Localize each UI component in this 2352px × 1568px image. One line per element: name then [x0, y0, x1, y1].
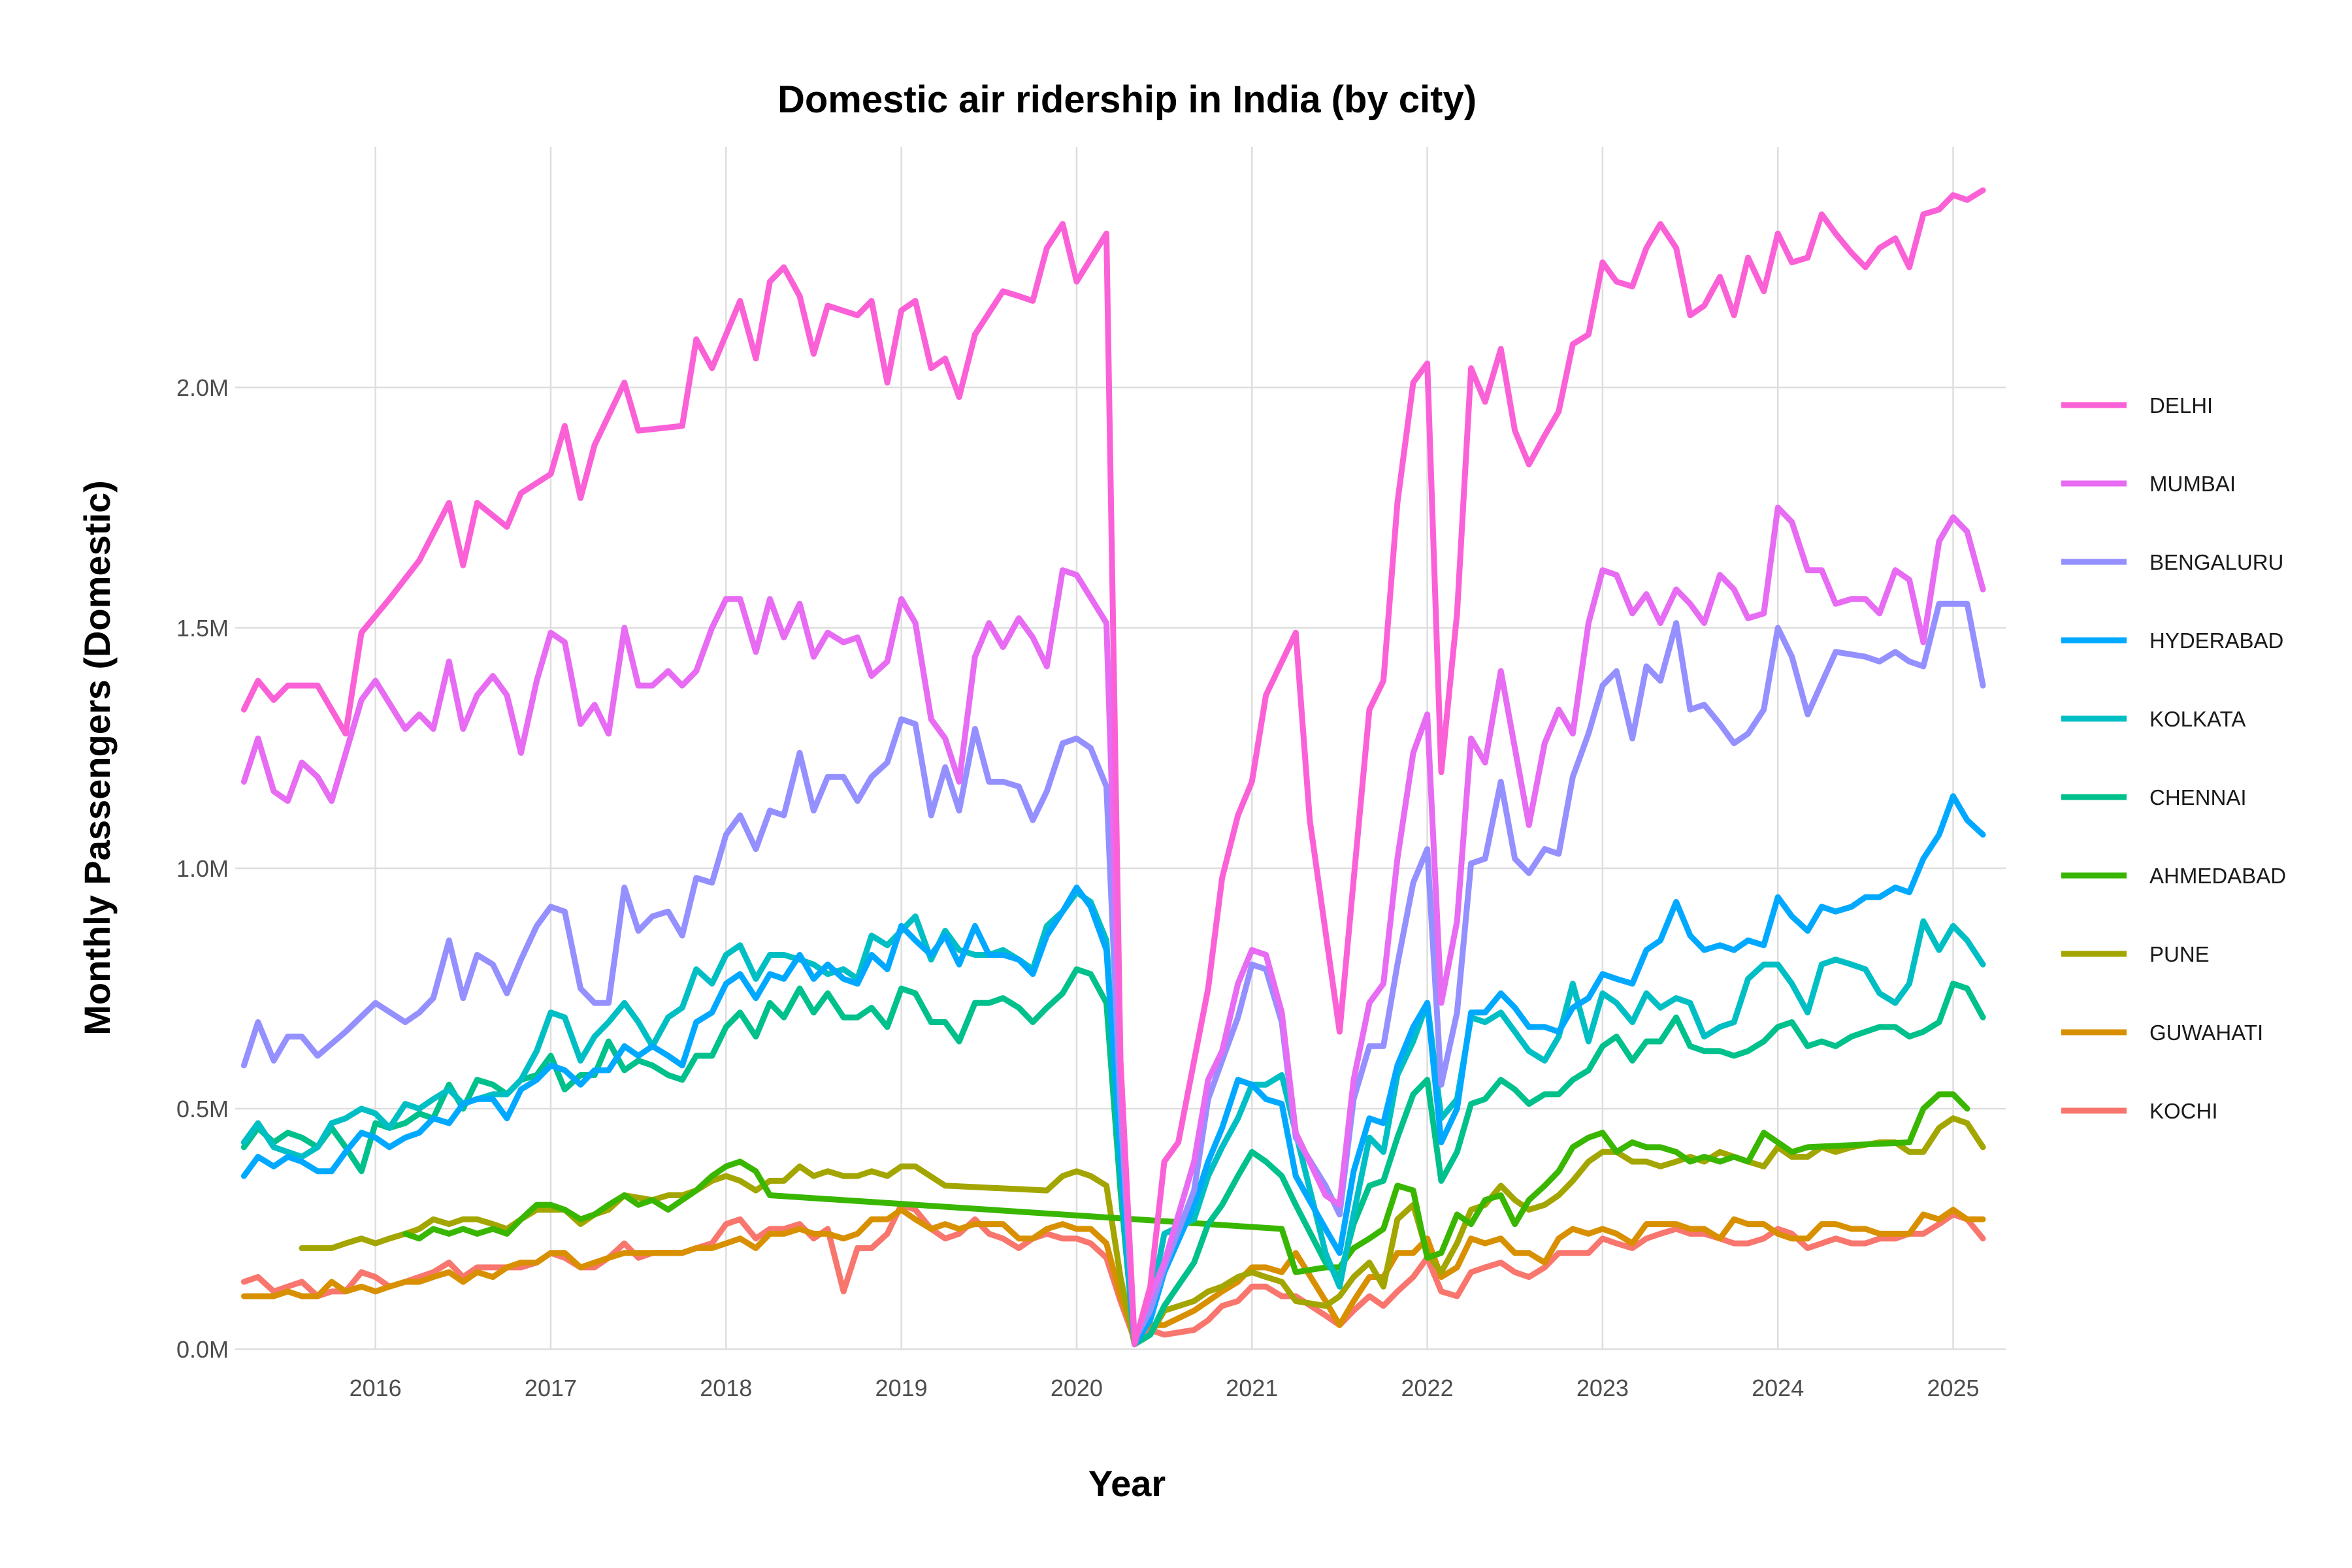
legend-label-delhi: DELHI: [2149, 393, 2213, 417]
y-axis-ticks: 0.0M 0.5M 1.0M 1.5M 2.0M: [176, 374, 229, 1363]
legend-label-hyderabad: HYDERABAD: [2149, 629, 2283, 653]
x-tick-label: 2019: [875, 1375, 928, 1401]
y-tick-label: 0.5M: [176, 1096, 229, 1122]
y-axis-title: Monthly Passengers (Domestic): [76, 480, 118, 1036]
x-axis-ticks: 2016 2017 2018 2019 2020 2021 2022 2023 2024 2025: [350, 1375, 1980, 1401]
legend-label-kolkata: KOLKATA: [2149, 707, 2246, 731]
x-axis-title: Year: [1088, 1463, 1166, 1504]
legend-label-kochi: KOCHI: [2149, 1099, 2218, 1123]
series-line-hyderabad: [240, 793, 1986, 1348]
x-tick-label: 2025: [1927, 1375, 1979, 1401]
legend-label-chennai: CHENNAI: [2149, 785, 2247, 809]
legend-label-pune: PUNE: [2149, 942, 2210, 966]
x-tick-label: 2017: [525, 1375, 577, 1401]
series-line-delhi: [240, 187, 1986, 1348]
x-tick-label: 2016: [350, 1375, 402, 1401]
x-tick-label: 2022: [1401, 1375, 1454, 1401]
x-tick-label: 2021: [1226, 1375, 1278, 1401]
series-line-guwahati: [240, 1207, 1986, 1338]
series-line-bengaluru: [240, 600, 1986, 1343]
y-tick-label: 1.0M: [176, 855, 229, 882]
y-tick-label: 1.5M: [176, 615, 229, 642]
y-tick-label: 0.0M: [176, 1336, 229, 1363]
legend-label-mumbai: MUMBAI: [2149, 472, 2236, 496]
series-line-ahmedabad: [402, 1091, 1970, 1275]
series-line-pune: [299, 1115, 1986, 1348]
chart-title: Domestic air ridership in India (by city…: [777, 78, 1477, 121]
legend-label-bengaluru: BENGALURU: [2149, 550, 2283, 574]
legend: DELHI MUMBAI BENGALURU HYDERABAD KOLKATA CHEN…: [2061, 393, 2286, 1123]
y-tick-label: 2.0M: [176, 374, 229, 401]
x-tick-label: 2018: [700, 1375, 752, 1401]
x-tick-label: 2024: [1752, 1375, 1804, 1401]
x-tick-label: 2020: [1051, 1375, 1103, 1401]
x-tick-label: 2023: [1576, 1375, 1629, 1401]
series-line-chennai: [240, 966, 1986, 1348]
legend-label-ahmedabad: AHMEDABAD: [2149, 864, 2286, 888]
series-lines: [240, 187, 1986, 1348]
legend-label-guwahati: GUWAHATI: [2149, 1021, 2263, 1045]
